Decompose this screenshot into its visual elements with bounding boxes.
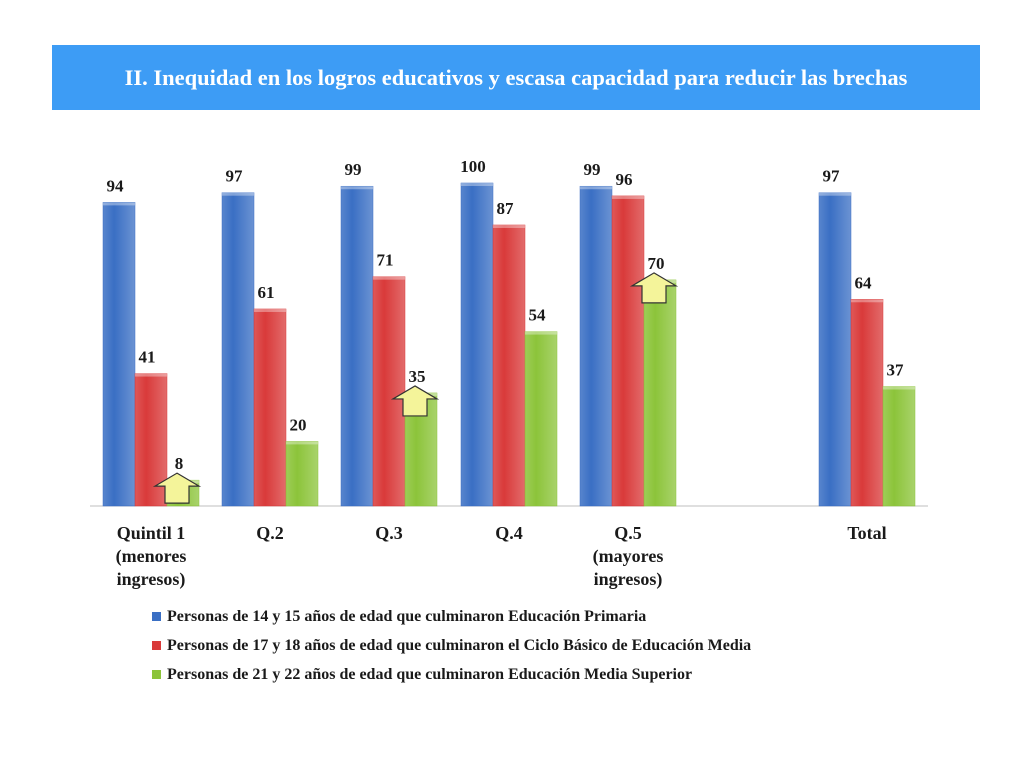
bar-value-label-primaria-5: 97 [823, 167, 841, 186]
bar-value-label-superior-5: 37 [887, 360, 905, 379]
bar-value-label-basico-5: 64 [855, 273, 873, 292]
bar-value-label-superior-0: 8 [175, 454, 184, 473]
bar-primaria-4 [579, 185, 613, 507]
up-arrow-icon-0 [152, 472, 202, 504]
legend-swatch-basico [152, 641, 161, 650]
legend-item-primaria: Personas de 14 y 15 años de edad que cul… [152, 602, 751, 631]
bar-cap-superior-5 [883, 386, 915, 390]
bar-superior-4 [643, 279, 677, 507]
bar-basico-5 [850, 299, 884, 507]
bar-primaria-1 [221, 192, 255, 507]
bar-cap-superior-3 [525, 331, 557, 335]
bar-cap-basico-4 [612, 195, 644, 199]
bar-cap-basico-3 [493, 224, 525, 228]
bar-value-label-primaria-1: 97 [226, 167, 244, 186]
category-label-4: Q.5 (mayores ingresos) [593, 523, 664, 590]
bar-primaria-3 [460, 182, 494, 507]
bar-cap-basico-0 [135, 373, 167, 377]
legend: Personas de 14 y 15 años de edad que cul… [152, 602, 751, 689]
bar-value-label-primaria-4: 99 [584, 160, 601, 179]
bar-cap-basico-1 [254, 308, 286, 312]
legend-label-basico: Personas de 17 y 18 años de edad que cul… [167, 636, 752, 654]
bar-basico-4 [611, 195, 645, 507]
bar-cap-primaria-5 [819, 192, 851, 196]
page-title: II. Inequidad en los logros educativos y… [124, 64, 908, 90]
category-label-2: Q.3 [375, 523, 403, 543]
bar-value-label-primaria-3: 100 [460, 157, 486, 176]
bar-primaria-5 [818, 192, 852, 507]
bar-value-label-basico-0: 41 [139, 348, 156, 367]
bar-superior-1 [285, 441, 319, 507]
bar-primaria-2 [340, 185, 374, 507]
legend-swatch-primaria [152, 612, 161, 621]
category-label-line: ingresos) [594, 569, 663, 590]
bar-cap-basico-5 [851, 299, 883, 303]
bar-basico-3 [492, 224, 526, 507]
legend-label-superior: Personas de 21 y 22 años de edad que cul… [167, 665, 693, 683]
bar-value-label-superior-1: 20 [290, 415, 307, 434]
bar-cap-primaria-1 [222, 192, 254, 196]
bar-value-label-primaria-0: 94 [107, 176, 125, 195]
bar-cap-primaria-0 [103, 202, 135, 206]
category-label-line: ingresos) [117, 569, 186, 590]
category-label-line: Q.4 [495, 523, 523, 543]
legend-swatch-superior [152, 670, 161, 679]
bar-basico-1 [253, 308, 287, 507]
legend-item-basico: Personas de 17 y 18 años de edad que cul… [152, 631, 751, 660]
up-arrow-icon-2 [390, 385, 440, 417]
bar-cap-primaria-2 [341, 186, 373, 190]
category-label-3: Q.4 [495, 523, 523, 543]
category-label-line: (menores [116, 546, 187, 567]
bar-value-label-basico-2: 71 [377, 251, 394, 270]
category-label-5: Total [847, 523, 886, 543]
category-label-line: Total [847, 523, 886, 543]
bar-cap-primaria-3 [461, 183, 493, 186]
legend-label-primaria: Personas de 14 y 15 años de edad que cul… [167, 607, 647, 625]
bar-chart: 94 97 99 100 99 97 41 61 71 87 96 64 8 20 35 54 70 37 Quin… [90, 157, 928, 590]
category-label-line: Quintil 1 [117, 523, 186, 543]
category-label-1: Q.2 [256, 523, 284, 543]
up-arrow-icon-4 [629, 272, 679, 304]
bar-value-label-basico-3: 87 [497, 199, 515, 218]
bar-cap-superior-1 [286, 441, 318, 445]
bar-value-label-primaria-2: 99 [345, 160, 362, 179]
bar-basico-2 [372, 276, 406, 507]
category-label-line: Q.5 [614, 523, 642, 543]
bar-primaria-0 [102, 202, 136, 507]
bar-value-label-superior-4: 70 [648, 254, 665, 273]
bar-value-label-superior-3: 54 [529, 306, 547, 325]
category-label-line: Q.2 [256, 523, 284, 543]
category-label-line: Q.3 [375, 523, 403, 543]
bar-cap-primaria-4 [580, 186, 612, 190]
bar-cap-basico-2 [373, 276, 405, 280]
bar-value-label-superior-2: 35 [409, 367, 426, 386]
title-banner: II. Inequidad en los logros educativos y… [52, 45, 980, 110]
bar-superior-5 [882, 386, 916, 507]
category-label-0: Quintil 1 (menores ingresos) [116, 523, 187, 590]
bar-value-label-basico-4: 96 [616, 170, 633, 189]
category-label-line: (mayores [593, 546, 664, 567]
bar-value-label-basico-1: 61 [258, 283, 275, 302]
legend-item-superior: Personas de 21 y 22 años de edad que cul… [152, 660, 751, 689]
bar-superior-3 [524, 331, 558, 507]
